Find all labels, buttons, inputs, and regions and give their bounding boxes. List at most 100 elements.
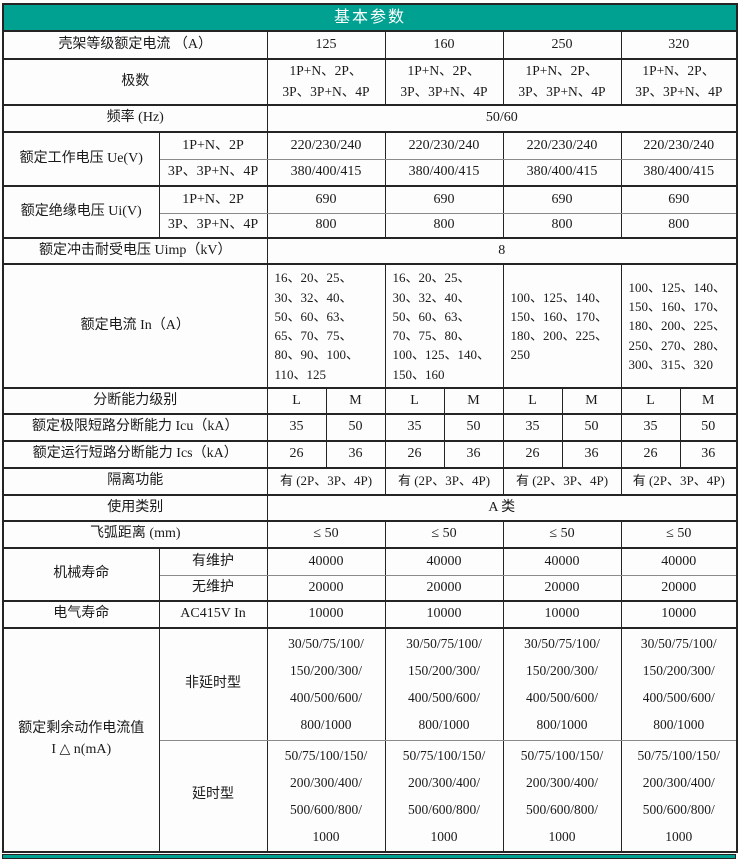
value-cell: 1P+N、2P、 3P、3P+N、4P (266, 58, 386, 106)
sublabel-ui-1p2p: 1P+N、2P (158, 185, 268, 214)
value-cell: 36 (561, 440, 622, 469)
value-cell: 20000 (384, 574, 504, 602)
row-mechanical-life-2: 无维护 20000 20000 20000 20000 (3, 574, 738, 602)
sublabel-ue-1p2p: 1P+N、2P (158, 131, 268, 160)
value-cell: 380/400/415 (384, 158, 504, 187)
label-electrical-life: 电气寿命 (2, 600, 160, 629)
label-ics: 额定运行短路分断能力 Ics（kA） (2, 440, 268, 469)
value-cell: 690 (502, 185, 622, 214)
value-cell: 125 (266, 30, 386, 60)
label-isolation-function: 隔离功能 (2, 467, 268, 496)
value-cell: 20000 (502, 574, 622, 602)
value-cell: ≤ 50 (266, 520, 386, 549)
value-cell: 26 (384, 440, 445, 469)
row-mechanical-life-1: 机械寿命 有维护 40000 40000 40000 40000 (2, 547, 738, 602)
row-ue-2: 3P、3P+N、4P 380/400/415 380/400/415 380/4… (3, 158, 738, 187)
value-cell: 35 (384, 413, 445, 442)
value-cell: 380/400/415 (266, 158, 386, 187)
value-cell: 800 (620, 212, 738, 239)
label-breaking-capacity-class: 分断能力级别 (2, 387, 268, 415)
value-cell: 690 (620, 185, 738, 214)
value-cell: 1P+N、2P、 3P、3P+N、4P (384, 58, 504, 106)
value-cell: 36 (679, 440, 738, 469)
value-cell: 16、20、25、 30、32、40、 50、60、63、 65、70、75、 … (266, 263, 386, 389)
sublabel-ui-3p4p: 3P、3P+N、4P (158, 212, 268, 239)
sublabel-with-maintenance: 有维护 (158, 547, 268, 576)
value-cell: M (325, 387, 386, 415)
value-cell: 30/50/75/100/ 150/200/300/ 400/500/600/ … (620, 627, 738, 741)
value-cell: 160 (384, 30, 504, 60)
value-cell: 380/400/415 (502, 158, 622, 187)
bottom-accent-bar (2, 853, 736, 859)
value-cell: 40000 (266, 547, 386, 576)
value-cell: 35 (502, 413, 563, 442)
value-cell: 40000 (384, 547, 504, 576)
value-cell: L (620, 387, 681, 415)
label-arc-distance: 飞弧距离 (mm) (2, 520, 268, 549)
value-cell: 1P+N、2P、 3P、3P+N、4P (620, 58, 738, 106)
value-cell: 50/75/100/150/ 200/300/400/ 500/600/800/… (620, 739, 738, 853)
value-cell: ≤ 50 (620, 520, 738, 549)
value-cell: 26 (620, 440, 681, 469)
label-rated-residual-operating-current: 额定剩余动作电流值 I △ n(mA) (2, 627, 160, 853)
label-icu: 额定极限短路分断能力 Icu（kA） (2, 413, 268, 442)
row-arc-distance: 飞弧距离 (mm) ≤ 50 ≤ 50 ≤ 50 ≤ 50 (2, 520, 738, 549)
row-frame-current: 壳架等级额定电流 （A） 125 160 250 320 (2, 30, 738, 60)
value-cell: 100、125、140、 150、160、170、 180、200、225、 2… (502, 263, 622, 389)
value-cell: 220/230/240 (502, 131, 622, 160)
value-cell: M (679, 387, 738, 415)
value-cell: 有 (2P、3P、4P) (620, 467, 738, 496)
value-cell: 30/50/75/100/ 150/200/300/ 400/500/600/ … (266, 627, 386, 741)
value-cell: 800 (384, 212, 504, 239)
sublabel-ue-3p4p: 3P、3P+N、4P (158, 158, 268, 187)
value-cell: 10000 (620, 600, 738, 629)
value-cell: 10000 (384, 600, 504, 629)
value-cell: 50/75/100/150/ 200/300/400/ 500/600/800/… (266, 739, 386, 853)
label-rated-working-voltage: 额定工作电压 Ue(V) (2, 131, 160, 187)
value-cell: 690 (384, 185, 504, 214)
value-cell: 100、125、140、 150、160、170、 180、200、225、 2… (620, 263, 738, 389)
value-cell: 36 (325, 440, 386, 469)
value-cell: 50/75/100/150/ 200/300/400/ 500/600/800/… (502, 739, 622, 853)
row-breaking-class: 分断能力级别 L M L M L M L M (2, 387, 738, 415)
row-electrical-life: 电气寿命 AC415V In 10000 10000 10000 10000 (2, 600, 738, 629)
value-cell: 8 (266, 237, 738, 265)
row-frequency: 频率 (Hz) 50/60 (2, 104, 738, 133)
value-cell: A 类 (266, 494, 738, 522)
value-cell: 50/60 (266, 104, 738, 133)
row-rated-current: 额定电流 In（A） 16、20、25、 30、32、40、 50、60、63、… (2, 263, 738, 389)
label-frequency: 频率 (Hz) (2, 104, 268, 133)
value-cell: 有 (2P、3P、4P) (502, 467, 622, 496)
value-cell: 220/230/240 (384, 131, 504, 160)
value-cell: M (561, 387, 622, 415)
row-icu: 额定极限短路分断能力 Icu（kA） 35 50 35 50 35 50 35 … (2, 413, 738, 442)
value-cell: 800 (266, 212, 386, 239)
row-uimp: 额定冲击耐受电压 Uimp（kV） 8 (2, 237, 738, 265)
label-rated-insulation-voltage: 额定绝缘电压 Ui(V) (2, 185, 160, 239)
row-residual-current-1: 额定剩余动作电流值 I △ n(mA) 非延时型 30/50/75/100/ 1… (2, 627, 738, 853)
value-cell: 690 (266, 185, 386, 214)
sublabel-delay-type: 延时型 (158, 739, 268, 853)
value-cell: 26 (502, 440, 563, 469)
label-rated-current-in: 额定电流 In（A） (2, 263, 268, 389)
value-cell: 320 (620, 30, 738, 60)
sublabel-non-delay-type: 非延时型 (158, 627, 268, 741)
value-cell: 50/75/100/150/ 200/300/400/ 500/600/800/… (384, 739, 504, 853)
value-cell: L (502, 387, 563, 415)
value-cell: 有 (2P、3P、4P) (266, 467, 386, 496)
value-cell: 250 (502, 30, 622, 60)
label-impulse-withstand-voltage: 额定冲击耐受电压 Uimp（kV） (2, 237, 268, 265)
label-frame-current: 壳架等级额定电流 （A） (2, 30, 268, 60)
row-poles: 极数 1P+N、2P、 3P、3P+N、4P 1P+N、2P、 3P、3P+N、… (2, 58, 738, 106)
value-cell: ≤ 50 (384, 520, 504, 549)
value-cell: 20000 (620, 574, 738, 602)
value-cell: 220/230/240 (620, 131, 738, 160)
label-utilization-category: 使用类别 (2, 494, 268, 522)
value-cell: 50 (443, 413, 504, 442)
value-cell: 220/230/240 (266, 131, 386, 160)
row-ui-1: 额定绝缘电压 Ui(V) 1P+N、2P 690 690 690 690 (2, 185, 738, 239)
value-cell: 16、20、25、 30、32、40、 50、60、63、 70、75、80、 … (384, 263, 504, 389)
row-utilization-category: 使用类别 A 类 (2, 494, 738, 522)
